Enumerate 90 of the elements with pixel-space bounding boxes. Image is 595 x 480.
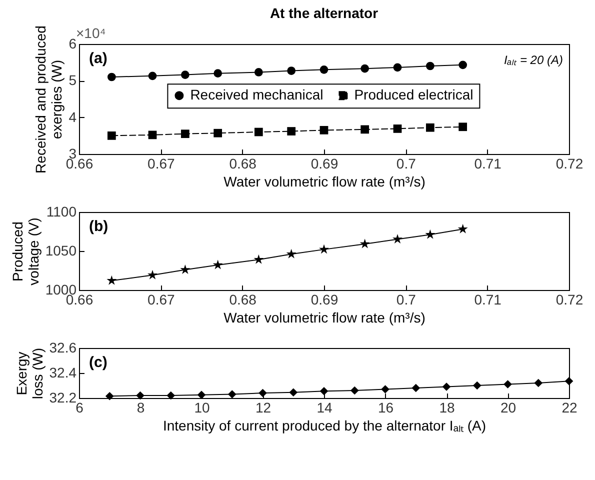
- x-axis-title: Intensity of current produced by the alternator Iₐₗₜ (A): [162, 418, 486, 434]
- point: [180, 130, 190, 138]
- point: [286, 248, 296, 258]
- point: [393, 63, 402, 72]
- point: [214, 128, 222, 138]
- point: [212, 260, 223, 270]
- x-tick-label: 0.71: [474, 292, 502, 308]
- point: [254, 254, 264, 264]
- point: [107, 72, 116, 82]
- point: [458, 122, 468, 132]
- point: [320, 65, 328, 74]
- point: [412, 384, 420, 392]
- legend-label: Received mechanical: [190, 86, 324, 103]
- x-tick-label: 0.68: [229, 156, 257, 172]
- point: [228, 390, 236, 398]
- point: [350, 386, 359, 395]
- x-tick-label: 0.67: [148, 156, 176, 172]
- point: [254, 128, 263, 136]
- point: [426, 123, 434, 132]
- x-axis-title: Water volumetric flow rate (m³/s): [224, 310, 426, 326]
- y-axis-title: Received and produced exergies (W): [32, 26, 65, 174]
- x-tick-label: 22: [562, 400, 578, 416]
- x-tick-label: 0.67: [148, 292, 176, 308]
- point: [360, 64, 370, 73]
- x-tick-label: 0.68: [229, 292, 257, 308]
- point: [106, 275, 117, 285]
- point: [504, 380, 512, 388]
- point: [180, 70, 190, 79]
- point: [564, 376, 574, 386]
- y-tick-label: 32.6: [49, 340, 77, 356]
- x-tick-label: 0.72: [556, 292, 584, 308]
- point: [287, 127, 296, 136]
- point: [381, 385, 390, 394]
- x-tick-label: 0.69: [310, 156, 338, 172]
- y-axis-title: Produced voltage (V): [9, 218, 42, 286]
- point: [105, 392, 114, 400]
- y-tick-label: 32.2: [49, 390, 77, 406]
- point: [136, 391, 144, 400]
- annotation: (c): [89, 354, 108, 371]
- point: [458, 224, 468, 234]
- chart-title: At the alternator: [270, 5, 379, 22]
- point: [320, 126, 328, 134]
- x-tick-label: 16: [378, 400, 394, 416]
- x-tick-label: 10: [194, 400, 210, 416]
- point: [148, 72, 157, 80]
- point: [458, 60, 468, 70]
- point: [360, 125, 370, 134]
- y-axis-title: Exergy loss (W): [13, 348, 46, 400]
- y-tick-label: 4: [68, 108, 77, 125]
- point: [258, 388, 267, 398]
- annotation: (a): [89, 50, 108, 67]
- point: [289, 388, 298, 397]
- point: [393, 124, 402, 133]
- x-tick-label: 0.7: [396, 292, 416, 308]
- point: [425, 229, 436, 239]
- point: [107, 131, 116, 140]
- y-tick-label: 1050: [45, 242, 77, 258]
- point: [148, 130, 157, 140]
- point: [214, 69, 222, 78]
- y-tick-label: 6: [68, 36, 77, 52]
- y-tick-label: 5: [68, 72, 77, 88]
- y-tick-label: 32.4: [49, 364, 77, 380]
- point: [472, 381, 482, 390]
- point: [360, 238, 370, 248]
- annotation: Iₐₗₜ = 20 (A): [504, 53, 563, 67]
- x-tick-label: 8: [136, 400, 145, 416]
- x-axis-title: Water volumetric flow rate (m³/s): [224, 174, 426, 190]
- annotation: (b): [89, 218, 108, 235]
- point: [426, 62, 434, 70]
- point: [319, 244, 329, 254]
- point: [148, 270, 158, 280]
- x-tick-label: 0.69: [310, 292, 338, 308]
- x-tick-label: 0.7: [396, 156, 416, 172]
- legend-label: Produced electrical: [354, 86, 474, 103]
- x-tick-label: 12: [255, 400, 272, 416]
- point: [320, 386, 328, 396]
- x-tick-label: 18: [439, 400, 455, 416]
- x-tick-label: 0.71: [474, 156, 502, 172]
- point: [287, 66, 296, 75]
- point: [180, 264, 190, 274]
- x-tick-label: 0.72: [556, 156, 584, 172]
- point: [166, 391, 176, 400]
- x-tick-label: 14: [316, 400, 332, 416]
- point: [534, 378, 543, 388]
- x-tick-label: 20: [500, 400, 516, 416]
- y-tick-label: 1100: [46, 204, 77, 220]
- point: [254, 68, 263, 76]
- text: ×10⁴: [76, 25, 106, 41]
- point: [392, 234, 402, 244]
- point: [442, 382, 451, 391]
